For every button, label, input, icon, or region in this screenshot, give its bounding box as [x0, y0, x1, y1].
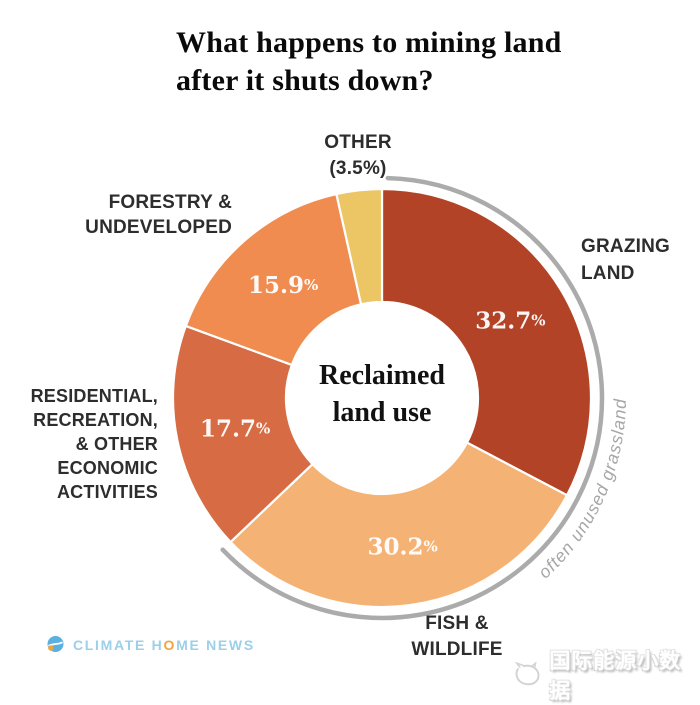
center-label-line2: land use	[332, 397, 432, 428]
label-line: ECONOMIC	[57, 458, 158, 478]
label-forestry-undeveloped: FORESTRY & UNDEVELOPED	[85, 190, 232, 240]
slice-value-label-1: 30.2%	[368, 533, 438, 560]
watermark-text: 国际能源小数据	[549, 650, 682, 703]
label-line: RESIDENTIAL,	[30, 386, 158, 406]
label-grazing-land: GRAZING LAND	[581, 233, 670, 287]
label-line: RECREATION,	[33, 410, 158, 430]
chart-title-line1: What happens to mining land	[176, 26, 562, 59]
slice-value-label-3: 15.9%	[248, 272, 318, 299]
slice-value-label-2: 17.7%	[200, 415, 270, 442]
climate-home-news-logo: CLIMATE HOME NEWS	[46, 635, 255, 654]
label-line: FISH &	[425, 613, 489, 634]
logo-highlight-letter: O	[163, 636, 177, 653]
logo-text: CLIMATE HOME NEWS	[73, 636, 255, 653]
chart-title: What happens to mining land after it shu…	[176, 24, 562, 100]
slice-percentage-labels: 32.7% 30.2% 17.7% 15.9%	[200, 272, 546, 560]
slice-value-label-0: 32.7%	[475, 307, 545, 334]
label-residential-recreation: RESIDENTIAL, RECREATION, & OTHER ECONOMI…	[31, 384, 158, 504]
label-line: OTHER	[324, 132, 392, 153]
label-line: LAND	[581, 263, 635, 284]
pie-slice-3	[184, 192, 363, 367]
watermark: 国际能源小数据	[512, 645, 700, 705]
watermark-sketch-icon	[514, 661, 540, 686]
label-line: ACTIVITIES	[56, 482, 158, 502]
label-line: (3.5%)	[329, 158, 387, 179]
label-other: OTHER (3.5%)	[288, 130, 428, 182]
label-line: & OTHER	[75, 434, 158, 454]
pie-slice-1	[229, 441, 569, 609]
annotation-bracket-arc	[220, 175, 605, 621]
label-line: GRAZING	[581, 236, 671, 257]
pie-slice-4	[335, 187, 384, 306]
label-line: UNDEVELOPED	[85, 217, 232, 238]
label-line: FORESTRY &	[108, 192, 232, 213]
label-line: WILDLIFE	[411, 639, 503, 660]
donut-center-label: Reclaimed land use	[262, 357, 502, 431]
pie-slice-0	[380, 187, 593, 497]
label-fish-wildlife: FISH & WILDLIFE	[377, 611, 537, 663]
donut-slices	[171, 187, 593, 609]
chart-title-line2: after it shuts down?	[176, 64, 434, 97]
globe-icon	[47, 636, 64, 652]
pie-slice-2	[171, 324, 314, 544]
center-label-line1: Reclaimed	[319, 360, 445, 391]
